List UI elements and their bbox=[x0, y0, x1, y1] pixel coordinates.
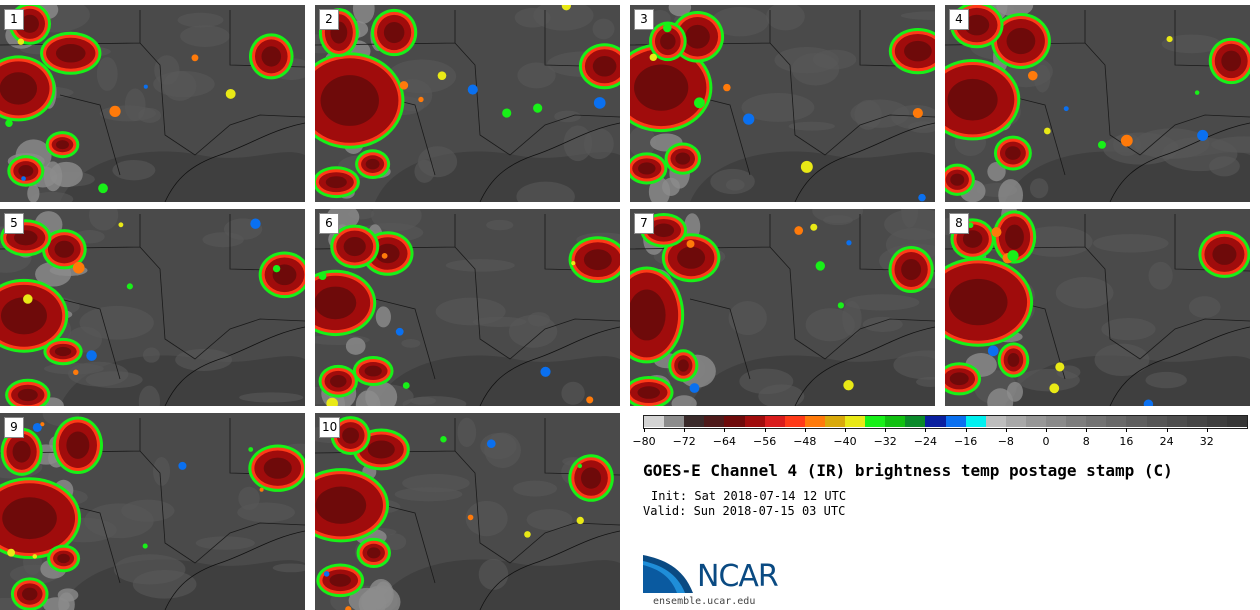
legend-tick-mark bbox=[1086, 428, 1088, 432]
legend-tick-mark bbox=[804, 428, 806, 432]
panel-number: 10 bbox=[319, 417, 341, 438]
panel-number: 7 bbox=[634, 213, 654, 234]
legend-swatch bbox=[945, 415, 967, 427]
satellite-map bbox=[315, 413, 620, 610]
ensemble-panel-6: 6 bbox=[315, 209, 620, 406]
legend-swatch bbox=[1126, 415, 1148, 427]
legend-tick-mark bbox=[1005, 428, 1007, 432]
legend-swatch bbox=[1066, 415, 1088, 427]
legend-swatch bbox=[784, 415, 806, 427]
legend-tick-mark bbox=[1126, 428, 1128, 432]
panel-number: 1 bbox=[4, 9, 24, 30]
legend-tick-label: −40 bbox=[833, 435, 857, 448]
legend-swatch bbox=[925, 415, 947, 427]
legend-tick-mark bbox=[845, 428, 846, 432]
panel-number: 9 bbox=[4, 417, 24, 438]
ensemble-panel-7: 7 bbox=[630, 209, 935, 406]
legend-swatch bbox=[804, 415, 826, 427]
ensemble-panel-9: 9 bbox=[0, 413, 305, 610]
legend-swatch bbox=[1005, 415, 1027, 427]
panel-number: 6 bbox=[319, 213, 339, 234]
legend-tick-label: −24 bbox=[913, 435, 937, 448]
legend-tick-label: 16 bbox=[1119, 435, 1134, 448]
legend-swatch bbox=[824, 415, 846, 427]
legend-tick-mark bbox=[1166, 428, 1168, 432]
legend-tick-mark bbox=[1206, 428, 1208, 432]
legend-swatch bbox=[1086, 415, 1108, 427]
ncar-logo-icon bbox=[643, 555, 693, 593]
legend-swatch bbox=[1206, 415, 1228, 427]
panel-number: 2 bbox=[319, 9, 339, 30]
legend-tick-label: −48 bbox=[793, 435, 817, 448]
satellite-map bbox=[315, 5, 620, 202]
legend-swatch bbox=[644, 415, 665, 427]
site-url: ensemble.ucar.edu bbox=[653, 596, 756, 607]
panel-number: 5 bbox=[4, 213, 24, 234]
init-time: Init: Sat 2018-07-14 12 UTC bbox=[651, 489, 847, 503]
ensemble-panel-1: 1 bbox=[0, 5, 305, 202]
valid-time: Valid: Sun 2018-07-15 03 UTC bbox=[643, 504, 846, 518]
ensemble-panel-2: 2 bbox=[315, 5, 620, 202]
panel-number: 4 bbox=[949, 9, 969, 30]
legend-tick-label: −32 bbox=[873, 435, 897, 448]
ensemble-panel-3: 3 bbox=[630, 5, 935, 202]
legend-frame bbox=[643, 415, 1248, 429]
ncar-logo-text: NCAR bbox=[697, 559, 779, 594]
legend-tick-label: −64 bbox=[712, 435, 736, 448]
legend-tick-mark bbox=[724, 428, 726, 432]
legend-swatch bbox=[764, 415, 786, 427]
panel-number: 8 bbox=[949, 213, 969, 234]
legend-tick-label: −72 bbox=[672, 435, 696, 448]
legend-tick-label: −8 bbox=[997, 435, 1014, 448]
legend-tick-mark bbox=[1046, 428, 1047, 432]
satellite-map bbox=[315, 209, 620, 406]
legend-tick-label: −80 bbox=[632, 435, 656, 448]
satellite-map bbox=[945, 209, 1250, 406]
legend-swatch bbox=[1146, 415, 1168, 427]
legend-tick-label: 8 bbox=[1082, 435, 1090, 448]
legend-tick-mark bbox=[684, 428, 686, 432]
satellite-map bbox=[0, 5, 305, 202]
legend-swatch bbox=[724, 415, 746, 427]
legend-swatch bbox=[1025, 415, 1047, 427]
legend-swatch bbox=[1186, 415, 1208, 427]
legend-tick-mark bbox=[885, 428, 887, 432]
legend-tick-mark bbox=[925, 428, 927, 432]
legend-swatch bbox=[885, 415, 907, 427]
legend-tick-mark bbox=[764, 428, 766, 432]
ensemble-panel-8: 8 bbox=[945, 209, 1250, 406]
legend-swatch bbox=[704, 415, 726, 427]
legend-swatch bbox=[985, 415, 1007, 427]
legend-tick-label: 32 bbox=[1199, 435, 1214, 448]
ensemble-panel-10: 10 bbox=[315, 413, 620, 610]
legend-swatch bbox=[1166, 415, 1188, 427]
legend-tick-mark bbox=[965, 428, 967, 432]
legend-swatch bbox=[1106, 415, 1128, 427]
legend-swatch bbox=[1226, 415, 1248, 427]
legend-swatch bbox=[865, 415, 887, 427]
legend-swatch bbox=[905, 415, 927, 427]
satellite-map bbox=[630, 5, 935, 202]
legend-swatch bbox=[1046, 415, 1067, 427]
legend-swatch bbox=[744, 415, 766, 427]
color-legend bbox=[643, 415, 1248, 429]
ensemble-panel-4: 4 bbox=[945, 5, 1250, 202]
legend-tick-label: −56 bbox=[752, 435, 777, 448]
legend-tick-mark bbox=[644, 428, 645, 432]
satellite-map bbox=[630, 209, 935, 406]
legend-tick-label: −16 bbox=[953, 435, 978, 448]
satellite-map bbox=[0, 413, 305, 610]
satellite-map bbox=[0, 209, 305, 406]
legend-swatch bbox=[965, 415, 987, 427]
satellite-map bbox=[945, 5, 1250, 202]
panel-number: 3 bbox=[634, 9, 654, 30]
ensemble-panel-5: 5 bbox=[0, 209, 305, 406]
legend-tick-label: 0 bbox=[1042, 435, 1050, 448]
legend-tick-label: 24 bbox=[1159, 435, 1174, 448]
legend-swatch bbox=[684, 415, 706, 427]
legend-swatch bbox=[664, 415, 686, 427]
legend-swatch bbox=[845, 415, 866, 427]
page-title: GOES-E Channel 4 (IR) brightness temp po… bbox=[643, 461, 1173, 480]
